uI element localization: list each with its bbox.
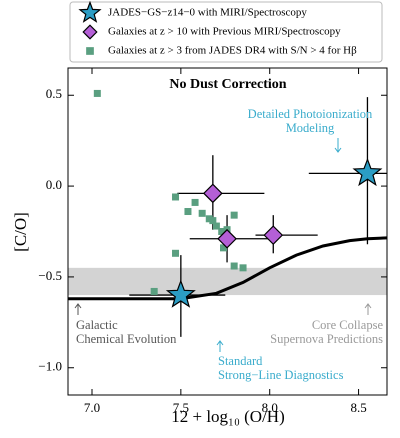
annotation-arrowhead [334,147,342,153]
star-marker [165,279,196,308]
square-marker [230,262,238,270]
annotation-arrowhead [364,303,372,309]
square-marker [230,211,238,219]
chart-title: No Dust Correction [169,77,286,92]
diamond-marker [263,225,284,245]
shaded-band [68,267,387,296]
diamond-marker [202,183,223,204]
model-curve [68,236,387,301]
x-tick-label: 8.5 [350,400,366,415]
legend-marker [86,47,94,55]
legend-marker [78,0,102,23]
star-marker [352,157,383,187]
square-marker [150,287,158,295]
annotation-text: Supernova Predictions [270,332,383,346]
legend-box [69,1,383,63]
annotation-text: Detailed Photoionization [248,107,373,121]
x-axis-label: 12 + log₁₀ (O/H) [171,407,285,426]
square-marker [239,264,247,272]
square-marker [191,198,199,206]
square-marker [198,209,206,217]
y-tick-label: −1.0 [38,359,62,374]
square-marker [212,222,220,230]
square-marker [172,249,180,257]
annotation-text: Chemical Evolution [76,332,177,346]
plot-content [68,89,387,337]
square-marker [209,217,217,225]
y-tick-label: 0.5 [46,86,62,101]
square-marker [218,228,226,235]
square-marker [205,215,213,223]
legend-label: Galaxies at z > 10 with Previous MIRI/Sp… [108,26,341,38]
annotation-text: Strong−Line Diagnostics [218,368,344,382]
y-axis-label: [C/O] [11,212,30,252]
legend-label: JADES−GS−z14−0 with MIRI/Spectroscopy [108,7,307,19]
square-marker [220,244,228,252]
square-marker [172,193,180,201]
plot-frame [67,67,388,396]
annotation-text: Core Collapse [312,318,384,332]
square-marker [93,89,101,97]
x-tick-label: 8.0 [262,400,278,415]
square-marker [184,208,192,216]
annotation-text: Modeling [286,121,335,135]
annotation-arrowhead [74,303,82,309]
annotation-arrowhead [216,340,224,346]
diamond-marker [217,228,237,249]
annotation-text: Galactic [76,318,118,332]
annotation-text: Standard [218,354,263,368]
legend-marker [82,24,98,40]
x-tick-label: 7.0 [84,400,100,415]
y-tick-label: −0.5 [38,268,62,283]
x-tick-label: 7.5 [173,400,189,415]
y-tick-label: 0.0 [46,177,62,192]
legend-label: Galaxies at z > 3 from JADES DR4 with S/… [108,45,357,57]
